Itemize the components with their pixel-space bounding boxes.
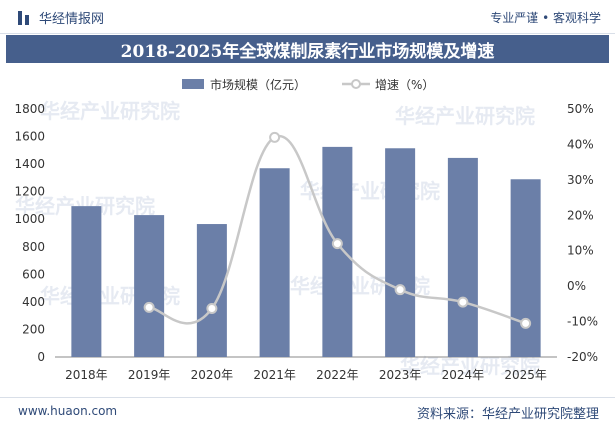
y-left-tick-label: 200 <box>22 322 45 336</box>
growth-point <box>520 317 532 329</box>
slogan: 专业严谨 • 客观科学 <box>490 11 601 25</box>
x-tick-label: 2018年 <box>65 368 108 382</box>
bar <box>385 148 416 357</box>
top-bar: 华经情报网 专业严谨 • 客观科学 <box>0 0 615 34</box>
bar <box>134 215 165 357</box>
growth-point <box>331 238 343 250</box>
growth-point <box>206 302 218 314</box>
brand[interactable]: 华经情报网 <box>18 8 104 27</box>
y-right-tick-label: 20% <box>567 208 594 222</box>
growth-point <box>269 131 281 143</box>
brand-name: 华经情报网 <box>39 12 105 27</box>
watermark-text: 华经产业研究院 <box>300 179 440 203</box>
y-left-tick-label: 1600 <box>14 130 45 144</box>
y-left-tick-label: 1800 <box>14 102 45 116</box>
website-link[interactable]: www.huaon.com <box>18 404 118 418</box>
y-left-tick-label: 1400 <box>14 157 45 171</box>
growth-point <box>143 301 155 313</box>
y-right-tick-label: 10% <box>567 244 594 258</box>
legend-label-line: 增速（%） <box>375 78 434 92</box>
legend-label-bar: 市场规模（亿元） <box>210 77 306 92</box>
y-left-tick-label: 1000 <box>14 212 45 226</box>
y-left-tick-label: 600 <box>22 267 45 281</box>
y-right-tick-label: 50% <box>567 102 594 116</box>
x-tick-label: 2020年 <box>191 368 234 382</box>
watermark-text: 华经产业研究院 <box>40 99 180 123</box>
footer: www.huaon.com 资料来源：华经产业研究院整理 <box>0 397 615 427</box>
bar <box>447 157 478 357</box>
bar <box>510 179 541 357</box>
y-left-tick-label: 0 <box>37 350 45 364</box>
logo-icon <box>18 10 31 25</box>
growth-point <box>394 284 406 296</box>
y-right-tick-label: 0% <box>567 279 586 293</box>
y-right-tick-label: 40% <box>567 137 594 151</box>
x-tick-label: 2021年 <box>253 368 296 382</box>
y-left-tick-label: 800 <box>22 240 45 254</box>
x-tick-label: 2023年 <box>379 368 422 382</box>
bar <box>71 206 102 357</box>
y-right-tick-label: 30% <box>567 173 594 187</box>
x-tick-label: 2024年 <box>442 368 485 382</box>
watermark-text: 华经产业研究院 <box>400 354 540 378</box>
y-left-tick-label: 1200 <box>14 185 45 199</box>
source-note: 资料来源：华经产业研究院整理 <box>416 407 599 422</box>
x-tick-label: 2025年 <box>504 368 547 382</box>
bar <box>259 168 290 357</box>
bar <box>322 146 353 357</box>
chart-title: 2018-2025年全球煤制尿素行业市场规模及增速 <box>6 35 609 63</box>
growth-point <box>457 296 469 308</box>
legend-swatch-bar <box>182 79 204 89</box>
y-left-tick-label: 400 <box>22 295 45 309</box>
y-right-tick-label: -10% <box>567 315 598 329</box>
legend-swatch-marker <box>351 79 361 89</box>
x-tick-label: 2019年 <box>128 368 171 382</box>
x-tick-label: 2022年 <box>316 368 359 382</box>
y-right-tick-label: -20% <box>567 350 598 364</box>
watermark-text: 华经产业研究院 <box>395 104 535 128</box>
